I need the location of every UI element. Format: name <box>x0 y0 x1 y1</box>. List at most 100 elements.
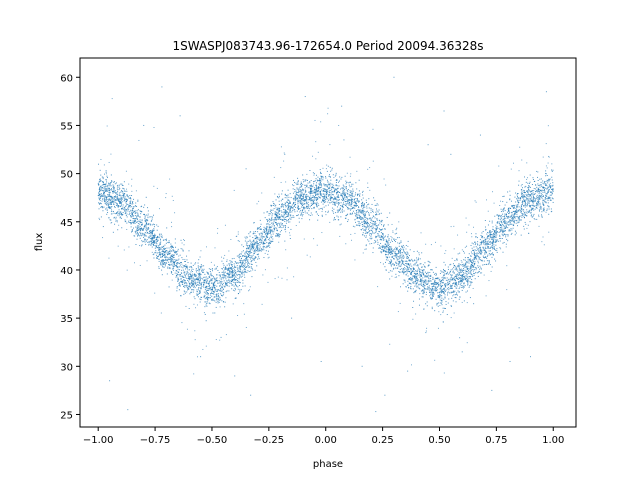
data-point <box>434 282 436 284</box>
data-point <box>236 279 238 281</box>
data-point <box>176 254 178 256</box>
data-point <box>300 199 302 201</box>
data-point <box>500 228 502 230</box>
data-point <box>129 195 131 196</box>
data-point <box>278 217 280 219</box>
data-point <box>116 197 118 199</box>
data-point <box>458 291 460 293</box>
data-point <box>301 218 303 220</box>
data-point <box>516 208 518 210</box>
data-point <box>308 191 310 193</box>
data-point <box>386 257 388 259</box>
data-point <box>319 184 321 186</box>
data-point <box>504 204 506 206</box>
data-point <box>200 283 202 285</box>
data-point <box>173 267 175 269</box>
data-point <box>383 250 385 252</box>
data-point <box>136 230 138 232</box>
data-point <box>130 202 132 204</box>
data-point <box>310 202 312 204</box>
data-point <box>294 201 296 203</box>
data-point <box>241 262 243 264</box>
data-point <box>198 277 200 279</box>
data-point <box>455 275 457 277</box>
data-point <box>269 229 271 231</box>
data-point <box>240 264 242 266</box>
data-point <box>231 284 233 286</box>
data-point <box>327 204 329 206</box>
data-point <box>451 279 452 281</box>
data-point <box>506 214 508 216</box>
data-point <box>486 260 488 262</box>
data-point <box>145 227 147 229</box>
data-point <box>399 257 401 259</box>
data-point <box>183 265 185 267</box>
data-point <box>238 257 240 259</box>
data-point <box>449 279 451 281</box>
data-point <box>313 199 315 201</box>
data-point <box>517 199 519 201</box>
data-point <box>121 207 123 209</box>
data-point <box>146 223 148 225</box>
data-point <box>439 299 441 301</box>
data-point <box>100 197 102 199</box>
data-point <box>511 220 513 222</box>
data-point <box>337 195 339 197</box>
data-point <box>407 252 409 254</box>
data-point <box>365 248 367 250</box>
data-point <box>244 267 246 268</box>
data-point <box>287 226 289 228</box>
data-point <box>315 190 317 192</box>
data-point <box>119 202 120 204</box>
data-point <box>542 186 544 188</box>
data-point <box>133 235 135 237</box>
data-point <box>382 233 384 235</box>
data-point <box>105 203 107 205</box>
data-point <box>471 253 473 255</box>
data-point <box>195 283 197 285</box>
data-point <box>417 279 419 281</box>
data-point <box>376 219 378 221</box>
data-point <box>280 218 282 220</box>
data-point <box>423 291 425 293</box>
data-point <box>464 259 466 261</box>
data-point <box>388 252 390 254</box>
data-point <box>461 270 463 272</box>
data-point <box>418 298 420 300</box>
data-point <box>124 198 126 200</box>
data-point <box>432 297 433 299</box>
data-point <box>115 220 117 222</box>
data-point <box>374 221 376 222</box>
data-point <box>410 263 412 265</box>
data-point <box>522 202 524 204</box>
data-point <box>362 211 364 213</box>
data-point <box>483 260 485 262</box>
data-point <box>505 234 507 236</box>
data-point <box>370 226 372 228</box>
data-point <box>318 191 320 193</box>
data-point <box>309 181 311 183</box>
data-point <box>364 226 366 228</box>
data-point <box>223 275 225 277</box>
data-point <box>509 230 511 232</box>
data-point <box>404 281 406 283</box>
data-point <box>140 232 142 234</box>
data-point <box>356 211 358 213</box>
data-point <box>502 213 504 215</box>
data-point <box>362 228 364 230</box>
data-point <box>133 218 135 220</box>
data-point <box>421 266 423 268</box>
data-point <box>176 263 178 265</box>
data-point <box>386 240 388 242</box>
data-point <box>115 218 117 220</box>
data-point <box>370 218 372 220</box>
data-point <box>387 254 389 256</box>
data-point <box>500 237 502 239</box>
data-point <box>171 260 173 262</box>
data-point <box>107 205 109 207</box>
data-point <box>146 222 148 224</box>
data-point <box>380 220 382 222</box>
data-point <box>186 266 188 268</box>
data-point <box>421 270 423 272</box>
data-point <box>266 227 268 229</box>
